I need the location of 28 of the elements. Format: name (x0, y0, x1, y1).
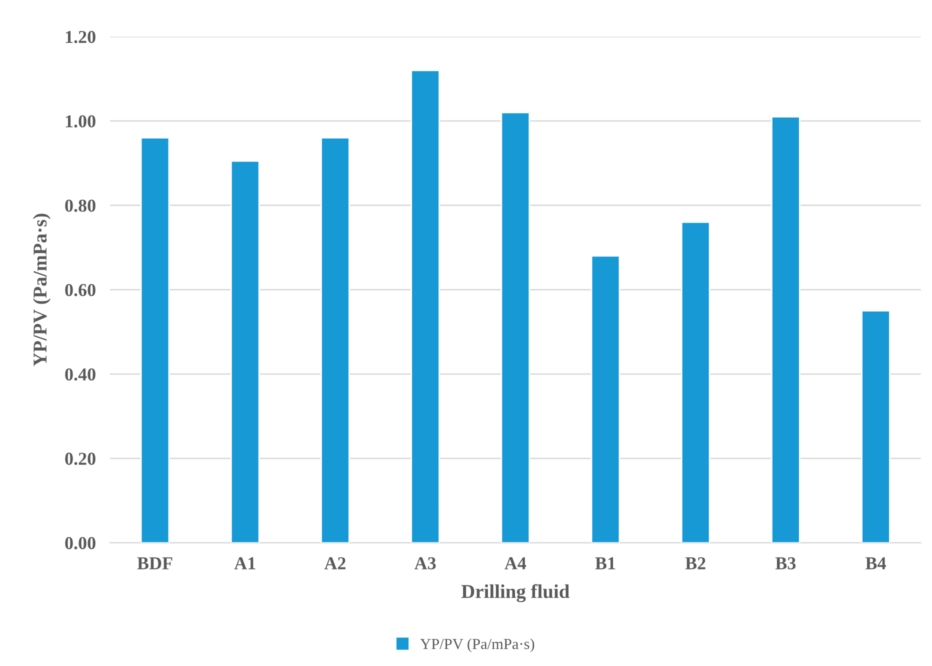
bar (230, 160, 260, 543)
bar (320, 137, 350, 543)
x-axis-title: Drilling fluid (461, 584, 570, 602)
y-tick-label: 1.20 (66, 30, 96, 44)
bar (861, 310, 890, 543)
x-tick-label: B1 (595, 557, 616, 570)
y-tick-label: 0.60 (65, 284, 96, 296)
x-tick-label: A3 (414, 557, 436, 570)
x-tick-label: B4 (866, 557, 886, 570)
y-axis-title: YP/PV (Pa/mPa·s) (32, 214, 51, 366)
x-tick-label: B2 (685, 557, 706, 570)
y-tick-label: 0.20 (65, 452, 96, 465)
bar (140, 137, 170, 543)
y-tick-label: 1.00 (66, 115, 96, 128)
bar (410, 70, 440, 543)
x-tick-label: A1 (234, 557, 256, 570)
bar (771, 116, 800, 543)
y-tick-label: 0.40 (65, 368, 96, 381)
x-tick-label: BDF (137, 557, 172, 570)
x-tick-label: A4 (504, 557, 526, 570)
bar (500, 112, 530, 543)
x-tick-label: A2 (324, 557, 346, 570)
x-tick-label: B3 (775, 557, 796, 570)
y-tick-label: 0.80 (65, 200, 96, 212)
bar (590, 255, 620, 543)
legend-label: YP/PV (Pa/mPa·s) (420, 638, 534, 652)
y-tick-label: 0.00 (65, 537, 96, 550)
bar (680, 222, 710, 543)
